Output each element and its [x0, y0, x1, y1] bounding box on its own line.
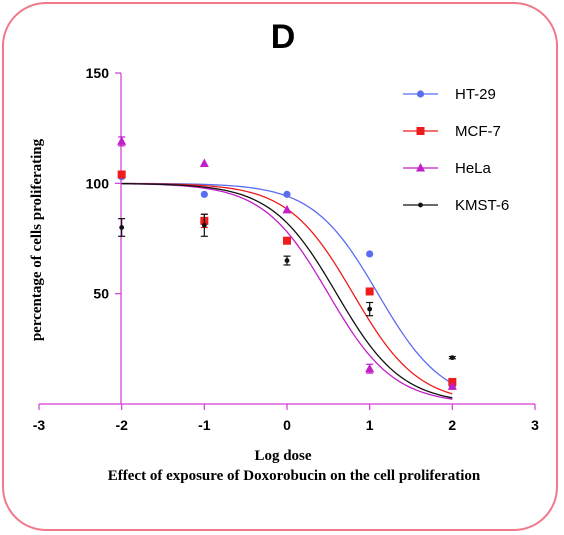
data-point: [365, 287, 374, 296]
y-axis-title: percentage of cells proliferating: [29, 138, 45, 341]
data-point: [200, 190, 208, 198]
data-point: [283, 190, 291, 198]
x-axis-title: Log dose: [254, 448, 311, 464]
legend-marker: [416, 127, 425, 135]
data-point: [283, 236, 291, 245]
legend-label: HT-29: [455, 86, 496, 103]
data-point: [367, 306, 373, 312]
x-tick-label: 2: [448, 417, 456, 433]
fit-curve-kmst-6: [121, 182, 453, 399]
legend-label: HeLa: [455, 160, 492, 177]
legend-marker: [418, 202, 423, 208]
fit-curve-hela: [121, 183, 453, 400]
legend-item-mcf-7: MCF-7: [403, 123, 501, 140]
legend-marker: [416, 90, 425, 98]
legend: HT-29 MCF-7 HeLa KMST-6: [403, 86, 509, 214]
data-point: [199, 158, 209, 167]
y-tick-label: 150: [86, 65, 110, 81]
x-tick-label: 0: [283, 417, 291, 433]
data-point: [284, 258, 290, 263]
data-point: [201, 222, 207, 228]
legend-item-kmst-6: KMST-6: [403, 197, 509, 214]
data-points: [117, 136, 457, 390]
legend-marker: [416, 163, 425, 172]
figure-caption: Effect of exposure of Doxorobucin on the…: [108, 468, 481, 484]
x-tick-label: -1: [198, 417, 211, 433]
series-mcf-7: [117, 170, 457, 386]
data-point: [282, 204, 292, 214]
figure-frame: [2, 2, 558, 531]
x-tick-label: -2: [115, 417, 128, 433]
data-point: [119, 225, 125, 230]
data-point: [366, 250, 374, 258]
y-tick-label: 50: [93, 286, 109, 302]
x-tick-label: 1: [366, 417, 374, 433]
series-kmst-6: [118, 213, 456, 361]
legend-item-hela: HeLa: [403, 160, 492, 177]
fit-curve-mcf-7: [121, 182, 453, 395]
data-point: [365, 363, 375, 373]
data-point: [117, 170, 126, 179]
data-point: [449, 355, 455, 361]
x-tick-label: 3: [531, 417, 539, 433]
panel-label: D: [271, 18, 296, 56]
fit-curve-ht-29: [121, 182, 453, 385]
data-point: [447, 381, 457, 390]
fit-curves: [121, 182, 453, 400]
series-hela: [117, 136, 457, 390]
y-tick-label: 100: [86, 175, 110, 191]
x-tick-label: -3: [33, 417, 46, 433]
axes: -3 -2 -1 0 1 2 3 50 100 150: [33, 65, 539, 433]
data-point: [117, 136, 127, 145]
legend-label: MCF-7: [455, 123, 501, 140]
legend-label: KMST-6: [455, 197, 509, 214]
legend-item-ht-29: HT-29: [403, 86, 496, 103]
